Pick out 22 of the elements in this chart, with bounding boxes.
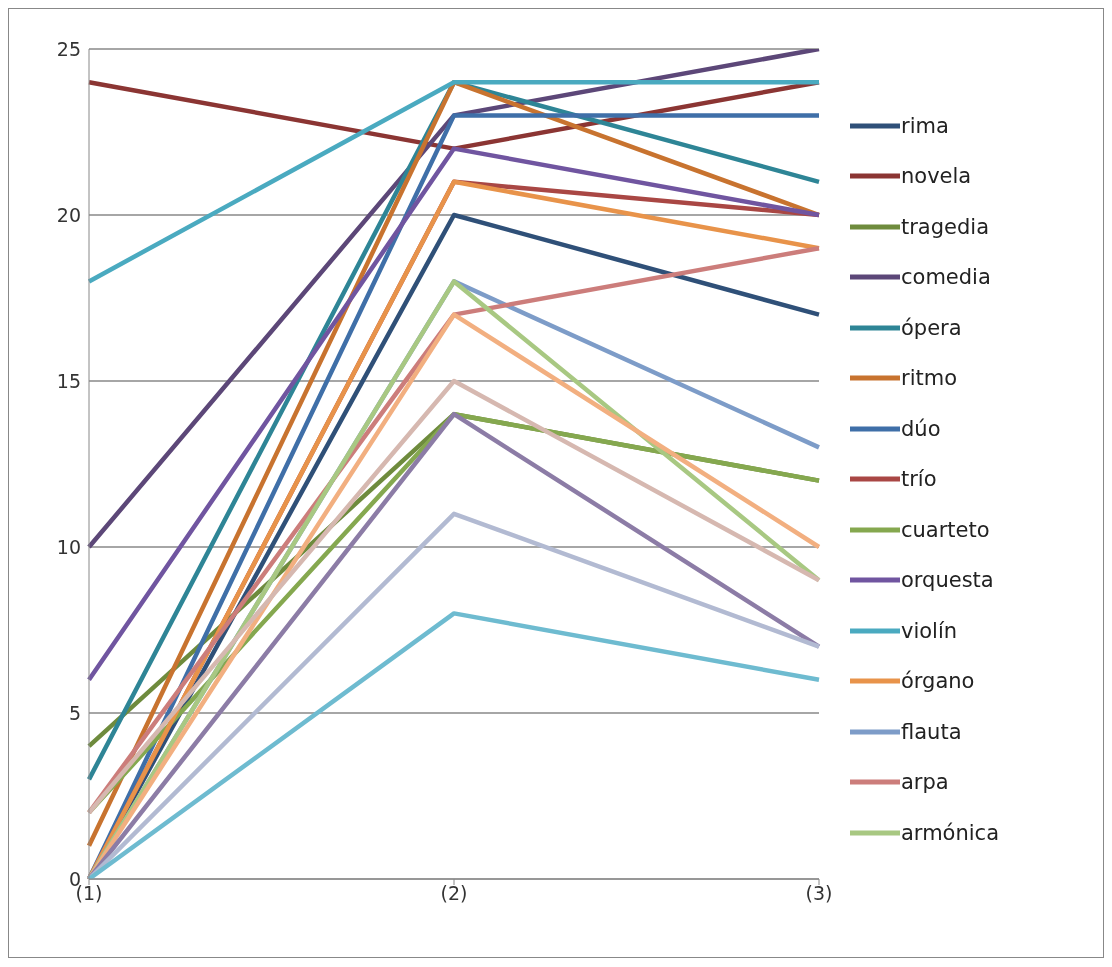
legend-label: órgano <box>901 669 975 693</box>
y-tick-label: 25 <box>56 37 81 60</box>
legend-label: rima <box>901 113 949 138</box>
y-tick-label: 10 <box>56 535 81 558</box>
y-tick-label: 15 <box>56 369 81 392</box>
legend-label: tragedia <box>901 214 990 239</box>
legend-label: ritmo <box>901 366 958 390</box>
legend-label: arpa <box>901 770 949 794</box>
legend-label: trío <box>901 467 937 491</box>
y-tick-label: 20 <box>56 203 81 226</box>
x-tick-label: (2) <box>440 882 468 905</box>
legend-label: orquesta <box>901 568 994 592</box>
y-tick-label: 5 <box>68 701 81 724</box>
legend-label: violín <box>901 618 958 643</box>
legend-label: ópera <box>901 315 962 340</box>
legend-label: comedia <box>901 265 991 289</box>
x-tick-label: (3) <box>805 882 833 905</box>
legend-label: flauta <box>901 719 962 744</box>
legend-label: novela <box>901 164 972 188</box>
legend-label: cuarteto <box>901 517 990 542</box>
legend-label: dúo <box>901 416 941 441</box>
legend-label: armónica <box>901 820 999 845</box>
